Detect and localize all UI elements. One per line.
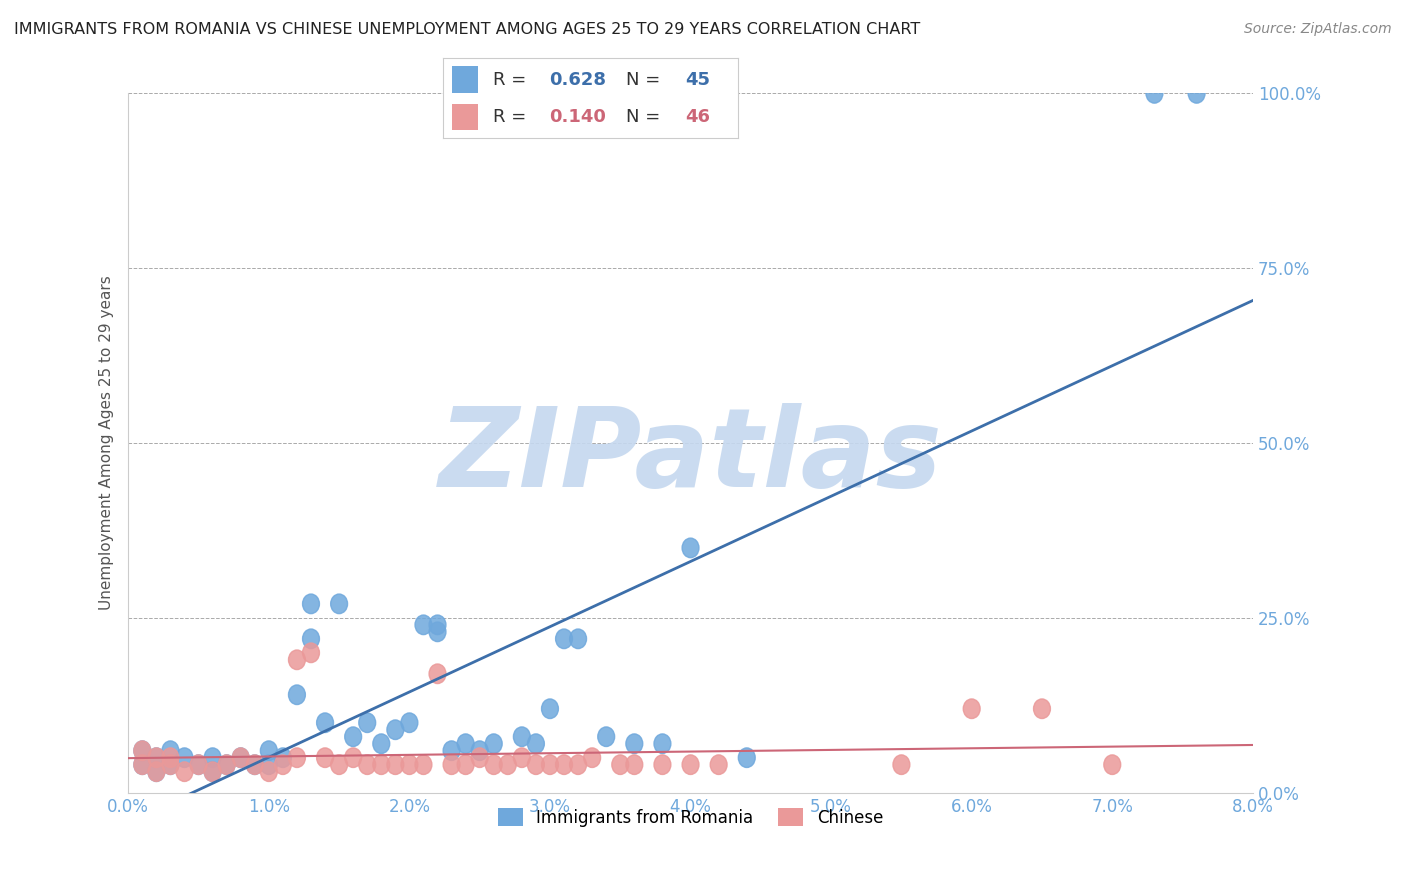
Text: 0.628: 0.628: [550, 70, 606, 88]
Legend: Immigrants from Romania, Chinese: Immigrants from Romania, Chinese: [491, 802, 890, 833]
Text: Source: ZipAtlas.com: Source: ZipAtlas.com: [1244, 22, 1392, 37]
FancyBboxPatch shape: [451, 103, 478, 130]
Text: 45: 45: [685, 70, 710, 88]
Text: R =: R =: [494, 108, 531, 126]
Y-axis label: Unemployment Among Ages 25 to 29 years: Unemployment Among Ages 25 to 29 years: [100, 276, 114, 610]
FancyBboxPatch shape: [451, 66, 478, 93]
Text: 0.140: 0.140: [550, 108, 606, 126]
Text: 46: 46: [685, 108, 710, 126]
Text: N =: N =: [626, 70, 666, 88]
Text: ZIPatlas: ZIPatlas: [439, 403, 942, 510]
Text: R =: R =: [494, 70, 531, 88]
Text: N =: N =: [626, 108, 666, 126]
Text: IMMIGRANTS FROM ROMANIA VS CHINESE UNEMPLOYMENT AMONG AGES 25 TO 29 YEARS CORREL: IMMIGRANTS FROM ROMANIA VS CHINESE UNEMP…: [14, 22, 921, 37]
